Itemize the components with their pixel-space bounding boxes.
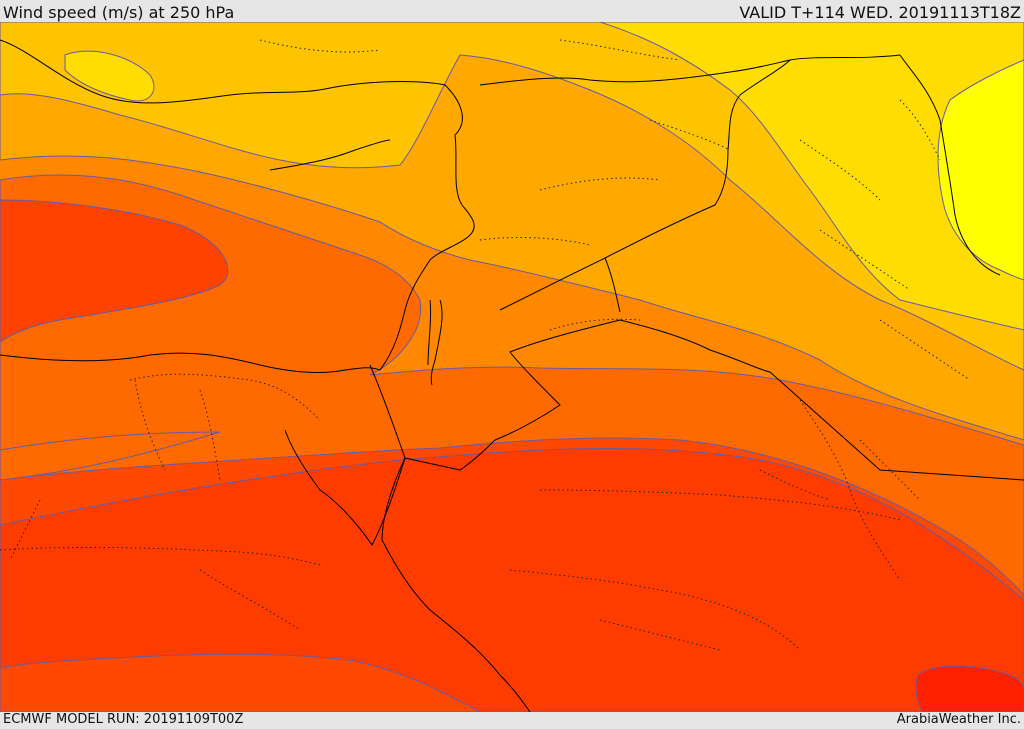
wind-band-6-west xyxy=(0,431,221,481)
wind-band-8-med xyxy=(0,199,229,343)
map-footer: ECMWF MODEL RUN: 20191109T00Z ArabiaWeat… xyxy=(0,712,1024,729)
country-borders xyxy=(0,39,1024,712)
province-boundaries xyxy=(0,39,971,651)
wind-speed-map xyxy=(0,22,1024,712)
wind-band-2 xyxy=(599,22,1024,331)
map-canvas xyxy=(0,22,1024,712)
valid-time: VALID T+114 WED. 20191113T18Z xyxy=(739,3,1021,22)
wind-patch-turkey xyxy=(64,50,155,102)
wind-band-8-south xyxy=(0,447,1024,712)
wind-band-9 xyxy=(915,665,1024,712)
map-title: Wind speed (m/s) at 250 hPa xyxy=(3,3,235,22)
map-header: Wind speed (m/s) at 250 hPa VALID T+114 … xyxy=(0,0,1024,22)
wind-band-1 xyxy=(937,59,1024,281)
credit-label: ArabiaWeather Inc. xyxy=(896,712,1021,727)
model-run-label: ECMWF MODEL RUN: 20191109T00Z xyxy=(3,712,244,727)
